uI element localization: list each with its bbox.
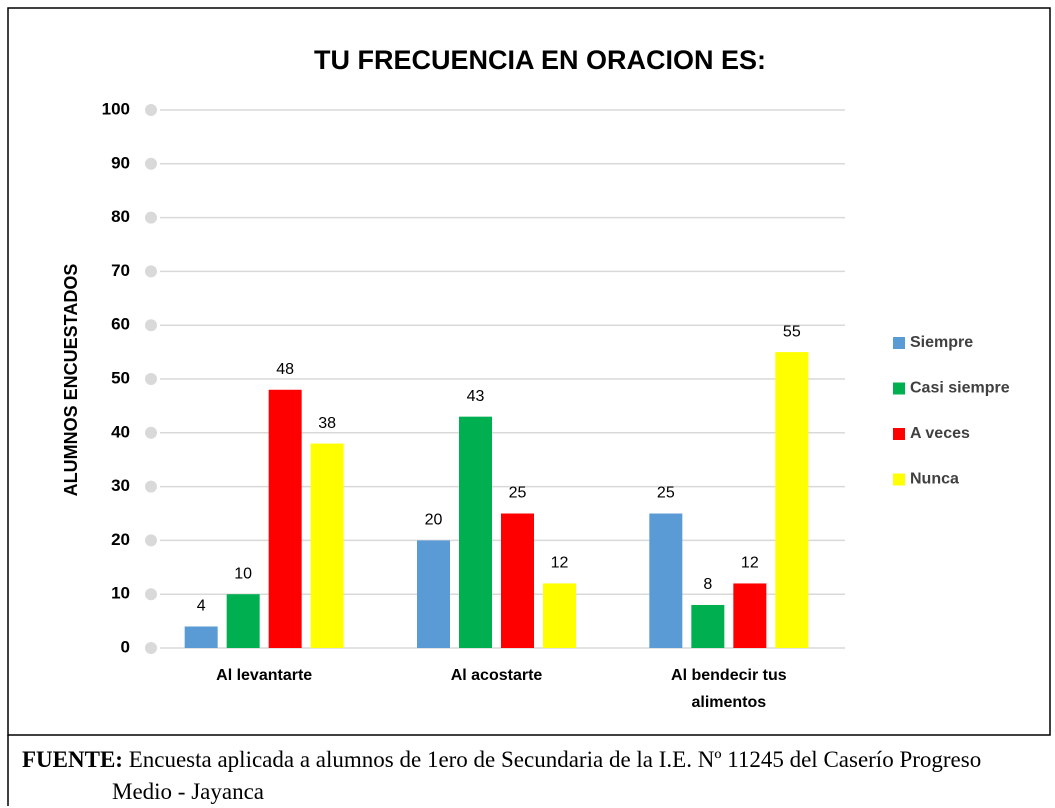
tick-mark xyxy=(145,319,157,332)
data-label: 20 xyxy=(425,512,443,529)
data-label: 25 xyxy=(657,485,675,502)
legend-label: A veces xyxy=(910,425,970,442)
bar xyxy=(733,583,767,648)
legend-swatch xyxy=(893,382,905,395)
y-axis-label: ALUMNOS ENCUESTADOS xyxy=(61,264,81,497)
bar xyxy=(775,352,809,648)
y-tick-label: 10 xyxy=(111,584,130,603)
bar xyxy=(184,626,218,648)
bar xyxy=(310,443,344,648)
bar xyxy=(226,594,260,648)
data-label: 12 xyxy=(741,555,759,572)
tick-mark xyxy=(145,373,157,385)
legend-swatch xyxy=(893,473,905,486)
tick-mark xyxy=(145,157,157,170)
data-label: 48 xyxy=(276,361,294,378)
bar xyxy=(268,389,302,648)
legend-label: Nunca xyxy=(910,471,959,488)
legend-swatch xyxy=(893,428,905,440)
source-text: Encuesta aplicada a alumnos de 1ero de S… xyxy=(112,747,982,804)
data-label: 38 xyxy=(318,415,336,432)
source-note: FUENTE: Encuesta aplicada a alumnos de 1… xyxy=(22,744,1047,808)
tick-mark xyxy=(145,211,157,224)
x-tick-label: Al acostarte xyxy=(451,667,543,684)
y-tick-label: 90 xyxy=(111,153,130,172)
bar xyxy=(417,540,450,648)
x-tick-label: Al levantarte xyxy=(216,667,312,684)
y-tick-label: 20 xyxy=(111,530,130,549)
data-label: 25 xyxy=(509,485,527,502)
legend-label: Casi siempre xyxy=(910,380,1010,397)
y-tick-label: 70 xyxy=(111,261,130,280)
tick-mark xyxy=(145,265,157,278)
chart-title: TU FRECUENCIA EN ORACION ES: xyxy=(314,45,766,75)
y-tick-label: 100 xyxy=(102,99,130,118)
x-tick-label: Al bendecir tus alimentos xyxy=(671,667,787,711)
data-label: 55 xyxy=(783,323,801,340)
data-label: 43 xyxy=(467,388,485,405)
data-label: 4 xyxy=(197,598,206,615)
tick-mark xyxy=(145,480,157,493)
bar xyxy=(691,604,725,648)
y-tick-label: 30 xyxy=(111,476,130,495)
tick-mark xyxy=(145,642,157,654)
tick-mark xyxy=(145,588,157,601)
bar xyxy=(649,513,683,648)
y-tick-label: 80 xyxy=(111,207,130,226)
bar xyxy=(501,513,534,648)
data-label: 12 xyxy=(551,555,569,572)
tick-mark xyxy=(145,426,157,439)
legend-swatch xyxy=(893,337,905,349)
tick-mark xyxy=(145,104,157,116)
y-tick-label: 60 xyxy=(111,315,130,334)
data-label: 10 xyxy=(234,565,252,582)
tick-mark xyxy=(145,534,157,547)
y-tick-label: 0 xyxy=(121,637,130,656)
y-tick-label: 50 xyxy=(111,368,130,387)
y-tick-label: 40 xyxy=(111,422,130,441)
chart-border xyxy=(7,7,1051,736)
source-label: FUENTE: xyxy=(22,747,123,772)
bar xyxy=(459,416,492,648)
data-label: 8 xyxy=(703,576,712,593)
legend-label: Siempre xyxy=(910,334,973,351)
bar xyxy=(543,583,576,648)
